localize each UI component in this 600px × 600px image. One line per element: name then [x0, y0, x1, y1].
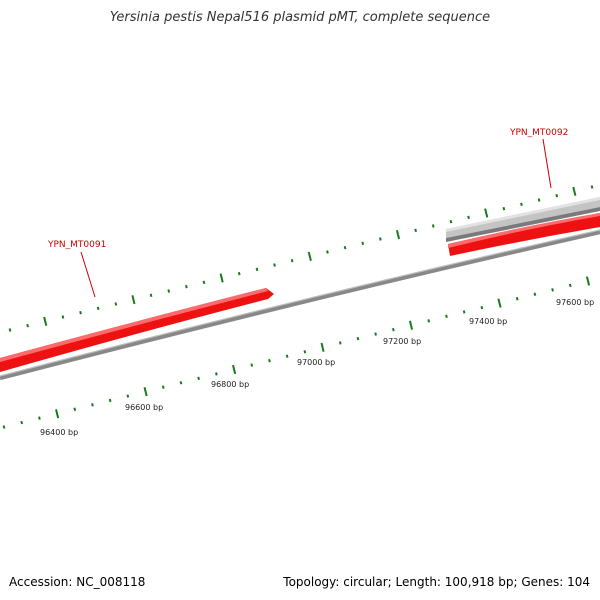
upper-tick [255, 267, 259, 272]
gene-reverse-bar[interactable] [446, 197, 600, 242]
lower-tick [126, 394, 130, 398]
summary-text: Topology: circular; Length: 100,918 bp; … [283, 575, 590, 589]
lower-tick [392, 327, 395, 332]
upper-tick [326, 250, 329, 254]
lower-tick [320, 342, 325, 352]
upper-tick [467, 215, 470, 220]
upper-tick [449, 219, 453, 224]
lower-tick [161, 385, 165, 389]
lower-tick [338, 341, 342, 345]
lower-tick [408, 320, 414, 330]
upper-tick [572, 186, 577, 196]
lower-tick [73, 407, 77, 412]
map-title: Yersinia pestis Nepal516 plasmid pMT, co… [109, 10, 491, 25]
lower-tick [20, 420, 24, 425]
upper-tick [343, 245, 347, 250]
upper-tick [96, 306, 100, 311]
lower-tick [462, 310, 466, 314]
lower-tick [551, 288, 554, 292]
lower-tick [568, 283, 572, 288]
ruler-label-97000: 97000 bp [297, 358, 335, 367]
accession-text: Accession: NC_008118 [9, 575, 146, 589]
leader-line-ypn-mt0092 [542, 138, 552, 189]
upper-tick [590, 185, 594, 189]
lower-tick [515, 296, 519, 301]
upper-tick [484, 208, 489, 218]
upper-tick [26, 323, 29, 328]
ruler-label-97200: 97200 bp [383, 337, 421, 346]
ruler-label-96800: 96800 bp [211, 380, 249, 389]
lower-tick [232, 364, 237, 375]
lower-tick-track [2, 276, 591, 429]
lower-tick [533, 292, 537, 296]
lower-tick [427, 319, 431, 323]
ruler-label-97400: 97400 bp [469, 317, 507, 326]
upper-tick [431, 224, 435, 228]
lower-tick [285, 354, 289, 358]
upper-tick [131, 295, 136, 305]
lower-tick [356, 336, 360, 341]
gene-bar-ypn-mt0092[interactable] [448, 213, 600, 256]
upper-tick [290, 258, 294, 263]
lower-tick [445, 314, 448, 319]
ruler-label-97600: 97600 bp [556, 298, 594, 307]
lower-tick [497, 298, 502, 308]
gene-bar-ypn-mt0091[interactable] [0, 288, 274, 372]
lower-tick [268, 358, 271, 363]
upper-tick [520, 202, 523, 207]
upper-tick [8, 328, 12, 332]
upper-tick [167, 289, 171, 293]
lower-tick [143, 386, 148, 397]
lower-tick [91, 403, 94, 407]
upper-tick [61, 315, 65, 319]
upper-tick [361, 241, 365, 246]
lower-tick [374, 332, 377, 336]
leader-line-ypn-mt0091 [80, 251, 96, 298]
upper-tick [79, 310, 82, 315]
upper-tick [185, 284, 188, 289]
lower-tick [197, 376, 200, 381]
lower-tick [215, 372, 218, 376]
upper-tick-track [8, 185, 594, 332]
upper-tick [414, 228, 417, 233]
ruler-label-96600: 96600 bp [125, 403, 163, 412]
lower-tick [2, 425, 6, 429]
lower-tick [303, 350, 307, 354]
upper-tick [202, 280, 206, 285]
upper-tick [502, 206, 506, 211]
lower-tick [179, 381, 183, 385]
lower-tick [480, 305, 484, 310]
upper-tick [43, 316, 48, 326]
upper-tick [379, 237, 382, 241]
upper-tick [307, 251, 312, 261]
lower-tick [38, 416, 41, 420]
lower-tick [55, 409, 60, 419]
upper-tick [555, 193, 559, 198]
upper-tick [114, 302, 118, 306]
upper-tick [395, 230, 401, 240]
upper-tick [537, 198, 541, 202]
upper-tick [273, 263, 276, 267]
lower-tick [250, 363, 254, 367]
upper-tick [237, 271, 241, 276]
ruler-label-96400: 96400 bp [40, 428, 78, 437]
lower-tick [585, 276, 591, 286]
gene-label-ypn-mt0091[interactable]: YPN_MT0091 [47, 240, 106, 250]
upper-tick [149, 293, 153, 298]
sequence-backbone [0, 229, 600, 381]
upper-tick [219, 273, 224, 283]
lower-tick [108, 398, 112, 403]
gene-label-ypn-mt0092[interactable]: YPN_MT0092 [509, 128, 568, 138]
ruler-labels: 96400 bp 96600 bp 96800 bp 97000 bp 9720… [40, 298, 594, 437]
